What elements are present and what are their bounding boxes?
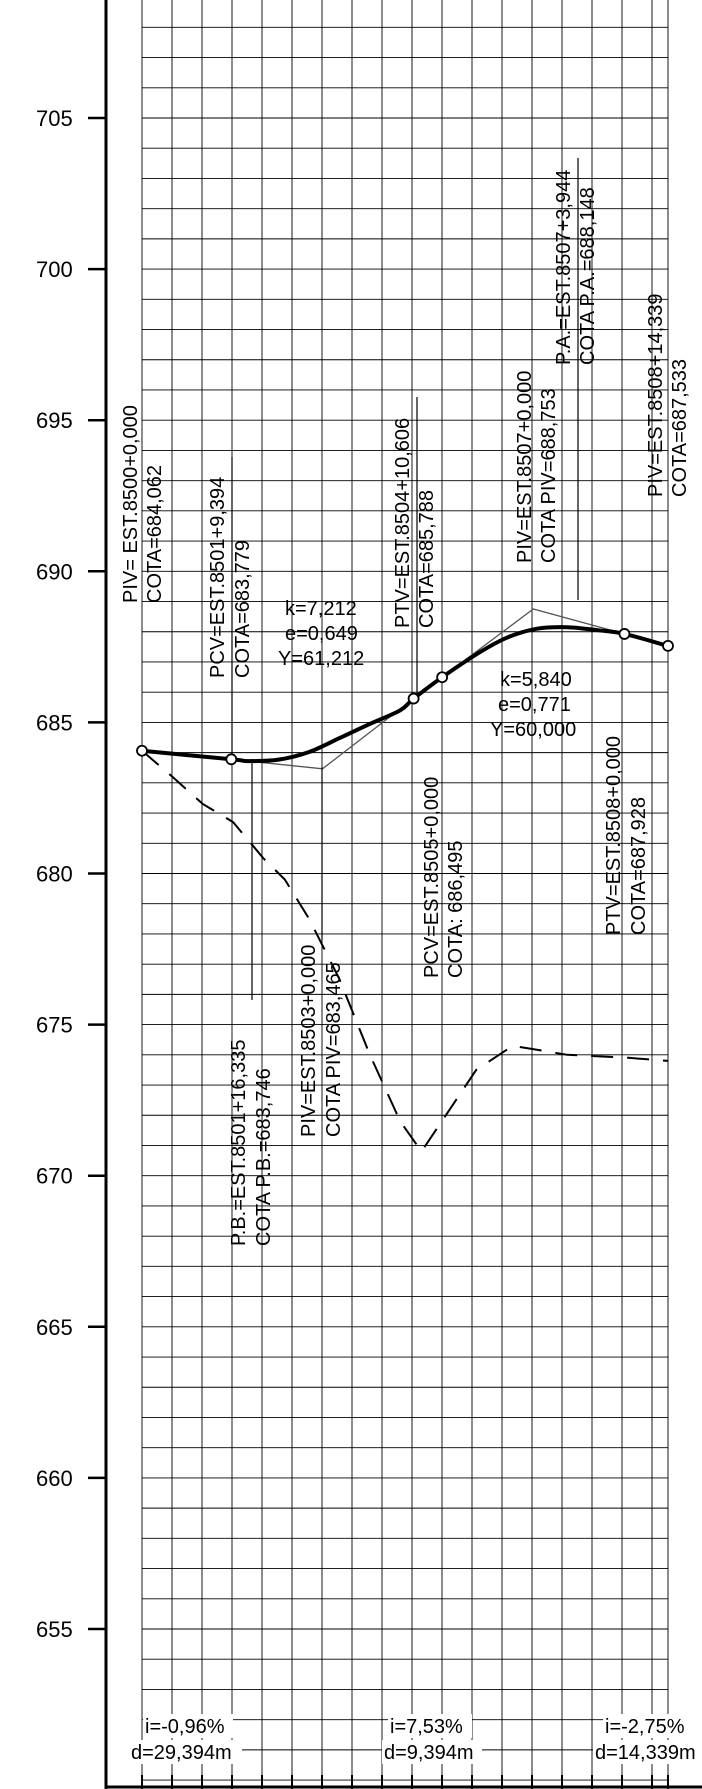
axis-tick-label: 670 [36,1164,73,1189]
curve2-e-label: e=0,771 [498,694,571,716]
piv4-station-label: PIV=EST.8508+14,339 [645,294,667,498]
grade1-slope: i=-0,96% [145,1716,225,1738]
ptv2-elevation-label: COTA=687,928 [628,797,650,935]
grade1-distance: d=29,394m [131,1742,232,1764]
station-marker-lines [231,158,579,1000]
terrain-profile [141,749,669,1154]
vertex-marker [662,639,674,652]
vertex-markers [136,628,674,766]
pcv2-elevation-label: COTA: 686,495 [445,841,467,978]
grade2-slope: i=7,53% [390,1716,463,1738]
piv3-station-label: PIV=EST.8507+0,000 [514,371,536,563]
piv3-elevation-label: COTA PIV=688,753 [538,388,560,563]
grade3-distance: d=14,339m [595,1742,696,1764]
piv2-station-label: PIV=EST.8503+0,000 [298,945,320,1137]
pb-station-label: P.B.=EST.8501+16,335 [228,1040,250,1246]
vertex-marker [618,628,631,640]
pa-elevation-label: COTA P.A.=688,148 [577,187,599,365]
piv4-elevation-label: COTA=687,533 [669,359,691,497]
terrain-line [141,749,669,1154]
axis-tick-label: 690 [36,559,73,584]
curve1-y-label: Y=61,212 [278,648,364,670]
pcv1-station-label: PCV=EST.8501+9,394 [207,477,229,678]
axis-tick-label: 655 [36,1617,73,1642]
vertex-marker [225,753,238,766]
ptv1-station-label: PTV=EST.8504+10,606 [392,418,414,628]
vertex-marker [436,671,449,684]
vertex-marker [136,744,148,757]
grade3-slope: i=-2,75% [605,1716,685,1738]
axis-tick-label: 705 [36,106,73,131]
ptv2-station-label: PTV=EST.8508+0,000 [603,736,625,935]
piv2-elevation-label: COTA PIV=683,465 [323,962,345,1137]
axis-ticks: 705 700 695 690 685 680 675 670 665 660 655 [36,106,669,1789]
curve1-e-label: e=0,649 [285,623,358,645]
axis-tick-label: 695 [36,408,73,433]
grid [141,0,669,1787]
curve1-k-label: k=7,212 [285,598,357,620]
axis-tick-label: 660 [36,1466,73,1491]
axis-tick-label: 680 [36,862,73,887]
axis-tick-label: 685 [36,710,73,735]
pa-station-label: P.A.=EST.8507+3,944 [553,170,575,365]
piv1-station-label: PIV= EST.8500+0,000 [120,405,142,603]
pcv1-elevation-label: COTA=683,779 [232,540,254,678]
vertex-marker [407,692,420,705]
curve2-k-label: k=5,840 [500,669,572,691]
station-labels: PIV= EST.8500+0,000 COTA=684,062 PCV=EST… [120,170,691,1246]
axis-tick-label: 700 [36,257,73,282]
piv1-elevation-label: COTA=684,062 [144,465,166,603]
grade2-distance: d=9,394m [384,1742,474,1764]
pcv2-station-label: PCV=EST.8505+0,000 [421,777,443,978]
pb-elevation-label: COTA P.B.=683,746 [253,1068,275,1246]
ptv1-elevation-label: COTA=685,788 [416,490,438,628]
grade-summary: i=-0,96% d=29,394m i=7,53% d=9,394m i=-2… [130,1714,702,1764]
axis-tick-label: 675 [36,1013,73,1038]
curve2-y-label: Y=60,000 [490,719,576,741]
axis-tick-label: 665 [36,1315,73,1340]
